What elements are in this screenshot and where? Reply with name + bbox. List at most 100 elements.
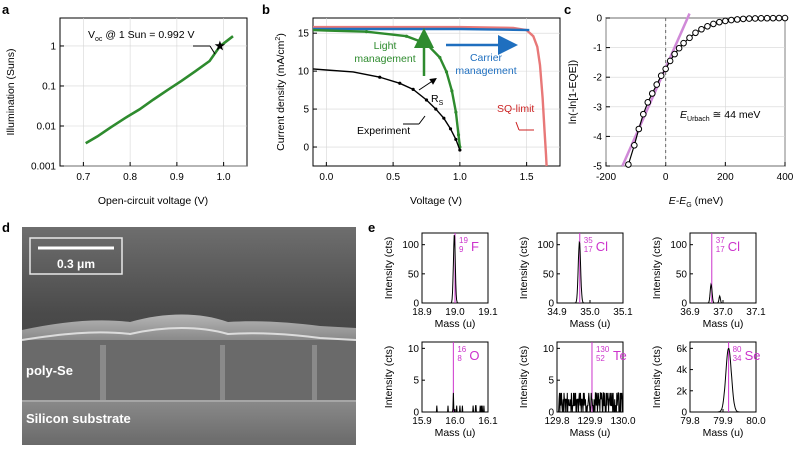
panel-c-data-point	[635, 125, 643, 133]
spectrum-isotope-mass: 35	[584, 236, 593, 245]
spectrum-y-tick-label: 50	[543, 269, 555, 280]
panel-c-data-point	[739, 15, 747, 23]
panel-b-rs-label: RS	[431, 93, 444, 107]
sem-grain-boundary-2	[220, 345, 225, 400]
spectrum-x-tick-label: 37.1	[746, 307, 766, 318]
spectrum-isotope-z: 34	[733, 354, 742, 363]
panel-c-data-point	[781, 14, 789, 22]
panel-b-light-management-point	[454, 110, 458, 114]
spectrum-y-tick-label: 0	[548, 299, 554, 310]
spectrum-ylabel: Intensity (cts)	[383, 346, 395, 408]
panel-c-xlabel: E-EG (meV)	[669, 195, 723, 209]
panel-b-carrier-label-2: management	[455, 65, 516, 77]
panel-b-experiment-point	[434, 107, 438, 111]
panel-c-data-point	[745, 15, 753, 22]
spectrum-x-tick-label: 19.0	[445, 307, 465, 318]
panel-c-data-point	[692, 29, 699, 37]
panel-c-y-tick-label: -2	[593, 73, 602, 84]
panel-b-light-management-point	[450, 89, 454, 93]
panel-c-data-point	[769, 14, 777, 22]
panel-a-star-marker	[214, 40, 226, 51]
panel-e-spectrum-f-19: 18.9 19.0 19.1 0 50 100 199 F Mass (u) Intensity …	[383, 232, 498, 330]
spectrum-ylabel: Intensity (cts)	[383, 237, 395, 299]
panel-c-data-point	[675, 44, 683, 52]
spectrum-ylabel: Intensity (cts)	[518, 346, 530, 408]
spectrum-y-tick-label: 50	[408, 269, 420, 280]
panel-c-x-tick-label: 200	[717, 172, 734, 183]
panel-c-x-tick-label: 0	[663, 172, 669, 183]
spectrum-isotope-mass: 80	[733, 345, 742, 354]
panel-c-data-point	[716, 18, 723, 26]
spectrum-y-tick-label: 0	[548, 408, 554, 419]
spectrum-x-tick-label: 16.1	[478, 416, 498, 427]
panel-c-data-point	[653, 81, 661, 88]
spectrum-y-tick-label: 50	[676, 269, 688, 280]
panel-d-sem-image: 0.3 μm poly-Se Silicon substrate	[21, 227, 357, 445]
spectrum-x-tick-label: 80.0	[746, 416, 766, 427]
panel-c-data-point	[728, 16, 735, 24]
spectrum-y-tick-label: 100	[402, 240, 419, 251]
panel-a-x-tick-label: 0.7	[76, 172, 90, 183]
panel-a-y-tick-label: 0.1	[42, 81, 56, 92]
panel-a-voc-annotation: Voc @ 1 Sun = 0.992 V	[88, 29, 195, 43]
panel-c-data-point	[751, 15, 759, 22]
panel-a-x-tick-label: 0.8	[123, 172, 137, 183]
spectrum-x-tick-label: 36.9	[680, 307, 700, 318]
spectrum-data-line	[690, 347, 756, 413]
panel-b-chart: 0.0 0.5 1.0 1.5 0 5 10 15 Light management Carr…	[275, 17, 561, 207]
panel-a-x-tick-label: 0.9	[170, 172, 184, 183]
sem-scale-bar-label: 0.3 μm	[57, 257, 95, 271]
panel-a-chart: 0.7 0.8 0.9 1.0 0.001 0.01 0.1 1 Voc @ 1 Sun = …	[5, 17, 248, 207]
spectrum-isotope-z: 17	[716, 245, 725, 254]
spectrum-isotope-mass: 130	[596, 345, 610, 354]
panel-c-data-point	[722, 17, 729, 25]
spectrum-isotope-symbol: Cl	[596, 239, 608, 254]
spectrum-x-tick-label: 79.9	[713, 416, 733, 427]
sem-grain-boundary-3	[312, 345, 317, 400]
panel-b-xlabel: Voltage (V)	[410, 195, 462, 207]
spectrum-ylabel: Intensity (cts)	[518, 237, 530, 299]
spectrum-isotope-mass: 19	[459, 236, 468, 245]
spectrum-isotope-z: 8	[457, 354, 462, 363]
panel-b-light-management-point	[364, 30, 369, 34]
spectrum-y-tick-label: 0	[681, 408, 687, 419]
spectrum-y-tick-label: 2k	[676, 386, 688, 397]
spectrum-y-tick-label: 10	[543, 344, 555, 355]
panel-b-y-tick-label: 5	[303, 105, 309, 116]
spectrum-y-tick-label: 6k	[676, 344, 688, 355]
panel-b-experiment-point	[398, 81, 402, 85]
panel-b-sq-limit-curve	[313, 25, 548, 167]
panel-c-data-point	[666, 57, 674, 65]
panel-b-x-tick-label: 1.0	[453, 172, 467, 183]
panel-label-c: c	[564, 2, 571, 17]
panel-c-data-point	[657, 72, 665, 80]
panel-b-carrier-label: Carrier	[470, 52, 503, 64]
spectrum-xlabel: Mass (u)	[703, 318, 744, 330]
sem-scale-bar-frame	[29, 237, 123, 275]
spectrum-isotope-mass: 16	[457, 345, 466, 354]
panel-b-light-label: Light	[374, 40, 397, 52]
spectrum-y-tick-label: 100	[670, 240, 687, 251]
spectrum-x-tick-label: 79.8	[680, 416, 700, 427]
panel-a-suns-voc-line	[85, 35, 234, 145]
panel-c-data-point	[698, 25, 705, 33]
panel-b-light-management-point	[456, 133, 461, 137]
spectrum-data-line	[422, 392, 488, 413]
panel-b-rs-arrow	[418, 78, 437, 91]
spectrum-y-tick-label: 0	[413, 299, 419, 310]
spectrum-xlabel: Mass (u)	[570, 318, 611, 330]
spectrum-x-tick-label: 35.0	[580, 307, 600, 318]
panel-b-experiment-label: Experiment	[357, 125, 410, 137]
spectrum-y-tick-label: 0	[413, 408, 419, 419]
spectrum-x-tick-label: 37.0	[713, 307, 733, 318]
spectrum-x-tick-label: 15.9	[412, 416, 432, 427]
spectrum-x-tick-label: 34.9	[547, 307, 567, 318]
spectrum-x-tick-label: 130.0	[610, 416, 635, 427]
panel-c-chart: -200 0 200 400-5-4-3-2-10 EUrbach ≅ 44 meV …	[567, 13, 794, 209]
